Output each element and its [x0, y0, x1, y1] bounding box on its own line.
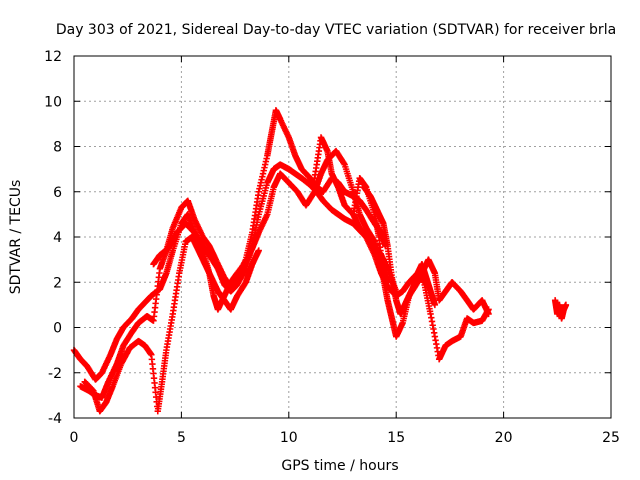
x-tick-label: 20: [495, 430, 513, 446]
y-tick-label: 8: [53, 140, 62, 156]
y-tick-label: -2: [48, 366, 62, 382]
y-tick-label: 6: [53, 185, 62, 201]
data-point: [431, 301, 439, 309]
x-axis-ticks: 0 5 10 15 20 25: [70, 56, 620, 446]
data-point: [255, 247, 262, 254]
grid-lines: [74, 56, 611, 418]
y-axis-label: SDTVAR / TECUs: [8, 180, 24, 295]
y-tick-label: 12: [44, 49, 62, 65]
y-axis-ticks: -4 -2 0 2 4 6 8 10 12: [44, 49, 611, 427]
series-track-h: [551, 297, 570, 322]
data-point: [562, 301, 570, 309]
x-tick-label: 25: [602, 430, 620, 446]
data-point: [485, 310, 492, 318]
x-tick-label: 0: [70, 430, 79, 446]
y-tick-label: 10: [44, 94, 62, 110]
x-axis-label: GPS time / hours: [281, 458, 398, 474]
y-tick-label: 2: [53, 275, 62, 291]
y-tick-label: -4: [48, 411, 62, 427]
x-tick-label: 10: [280, 430, 298, 446]
chart-title: Day 303 of 2021, Sidereal Day-to-day VTE…: [56, 22, 616, 38]
x-tick-label: 5: [177, 430, 186, 446]
y-tick-label: 0: [53, 321, 62, 337]
y-tick-label: 4: [53, 230, 62, 246]
series-track-g: [360, 184, 439, 318]
data-points: [70, 107, 570, 415]
x-tick-label: 15: [387, 430, 405, 446]
